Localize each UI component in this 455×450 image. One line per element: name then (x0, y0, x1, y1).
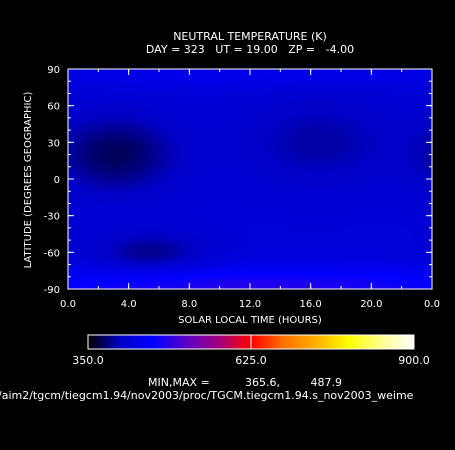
chart-subtitle: DAY = 323 UT = 19.00 ZP = -4.00 (146, 43, 354, 56)
y-tick-label: 30 (47, 138, 60, 149)
colorbar-min-label: 350.0 (72, 354, 104, 367)
chart-title: NEUTRAL TEMPERATURE (K) (173, 30, 327, 43)
source-path: /aim2/tgcm/tiegcm1.94/nov2003/proc/TGCM.… (0, 389, 414, 402)
max-value: 487.9 (311, 376, 343, 389)
min-value: 365.6, (245, 376, 280, 389)
x-tick-label: 16.0 (300, 299, 322, 310)
y-axis-ticks: 90 60 30 0 -30 -60 -90 (44, 65, 432, 296)
plot-area (67, 68, 433, 290)
x-tick-label: 0.0 (424, 299, 440, 310)
y-tick-label: 90 (47, 65, 60, 76)
x-tick-label: 8.0 (181, 299, 197, 310)
x-tick-label: 12.0 (239, 299, 261, 310)
x-tick-label: 20.0 (360, 299, 382, 310)
colorbar-max-label: 900.0 (398, 354, 430, 367)
temperature-heatmap (68, 69, 432, 289)
y-tick-label: -60 (44, 248, 60, 259)
x-tick-label: 4.0 (121, 299, 137, 310)
y-tick-label: -30 (44, 212, 60, 223)
y-tick-label: -90 (44, 285, 60, 296)
x-tick-label: 0.0 (60, 299, 76, 310)
y-tick-label: 0 (54, 175, 60, 186)
colorbar-mid-label: 625.0 (235, 354, 267, 367)
x-axis-ticks: 0.0 4.0 8.0 12.0 16.0 20.0 0.0 (60, 69, 440, 310)
y-axis-label: LATITUDE (DEGREES GEOGRAPHIC) (23, 92, 34, 269)
x-axis-label: SOLAR LOCAL TIME (HOURS) (178, 315, 322, 326)
y-tick-label: 60 (47, 102, 60, 113)
minmax-label: MIN,MAX = (148, 376, 210, 389)
colorbar: 350.0 625.0 900.0 (72, 334, 430, 367)
